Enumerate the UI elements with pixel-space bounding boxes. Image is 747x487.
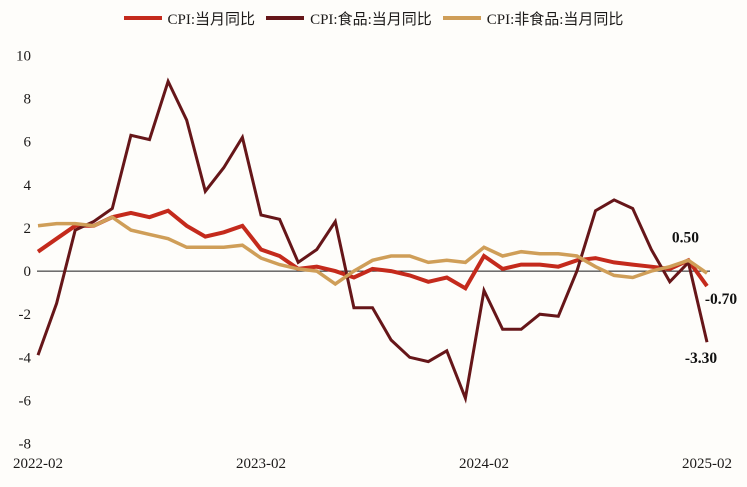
legend-label-cpi: CPI:当月同比	[167, 11, 256, 28]
value-annotation: -3.30	[685, 350, 718, 367]
y-axis-tick-label: 0	[24, 264, 32, 280]
series-line-cpi	[36, 208, 709, 292]
y-axis-tick-label: 6	[24, 135, 32, 151]
legend-item-cpi-nonfood[interactable]: CPI:非食品:当月同比	[442, 8, 624, 29]
y-axis-tick-label: 10	[16, 49, 31, 65]
legend-label-cpi-food: CPI:食品:当月同比	[310, 11, 432, 28]
x-axis-tick-label: 2023-02	[236, 456, 286, 472]
y-axis-tick-label: 4	[24, 178, 32, 194]
y-axis-tick-label: 8	[24, 92, 32, 108]
value-annotation: 0.50	[672, 229, 699, 246]
x-axis-tick-label: 2025-02	[682, 456, 732, 472]
y-axis-tick-label: -2	[19, 307, 32, 323]
y-axis-tick-label: -4	[19, 350, 32, 366]
legend-swatch-cpi-food	[266, 16, 305, 20]
x-axis-tick-label: 2022-02	[13, 456, 63, 472]
legend-item-cpi[interactable]: CPI:当月同比	[123, 8, 256, 29]
legend-swatch-cpi-nonfood	[442, 16, 481, 20]
legend-item-cpi-food[interactable]: CPI:食品:当月同比	[266, 8, 432, 29]
y-axis-tick-label: -6	[19, 393, 32, 409]
y-axis-tick-label: -8	[19, 437, 32, 453]
series-line-cpi-food	[36, 77, 709, 404]
series-line-cpi-nonfood	[37, 215, 708, 287]
y-axis-tick-label: 2	[24, 221, 32, 237]
legend-swatch-cpi	[123, 16, 162, 20]
legend-label-cpi-nonfood: CPI:非食品:当月同比	[486, 11, 624, 28]
value-annotation: -0.70	[705, 291, 738, 308]
x-axis-tick-label: 2024-02	[459, 456, 509, 472]
chart-legend: CPI:当月同比 CPI:食品:当月同比 CPI:非食品:当月同比	[0, 6, 747, 30]
